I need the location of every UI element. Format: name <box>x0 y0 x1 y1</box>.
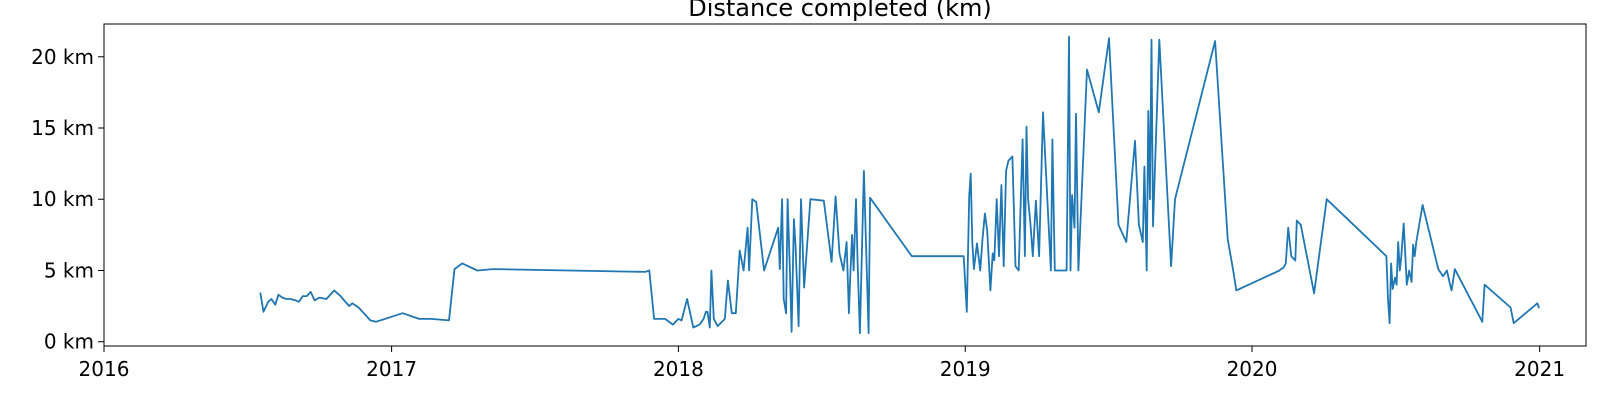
y-tick-label: 5 km <box>44 258 94 282</box>
x-tick-label: 2016 <box>79 357 130 381</box>
series-layer <box>259 35 1540 335</box>
chart-title: Distance completed (km) <box>688 0 992 22</box>
y-tick-label: 10 km <box>31 187 94 211</box>
x-axis: 2016 2017 2018 2019 2020 2021 <box>79 346 1565 381</box>
y-tick-label: 20 km <box>31 45 94 69</box>
plot-frame <box>103 23 1587 347</box>
x-tick-label: 2021 <box>1514 357 1565 381</box>
x-tick-label: 2019 <box>940 357 991 381</box>
y-tick-label: 0 km <box>44 330 94 354</box>
y-tick-label: 15 km <box>31 116 94 140</box>
x-tick-label: 2017 <box>366 357 417 381</box>
y-axis: 0 km 5 km 10 km 15 km 20 km <box>31 45 104 354</box>
x-tick-label: 2020 <box>1227 357 1278 381</box>
distance-series-line <box>259 35 1540 335</box>
x-tick-label: 2018 <box>653 357 704 381</box>
